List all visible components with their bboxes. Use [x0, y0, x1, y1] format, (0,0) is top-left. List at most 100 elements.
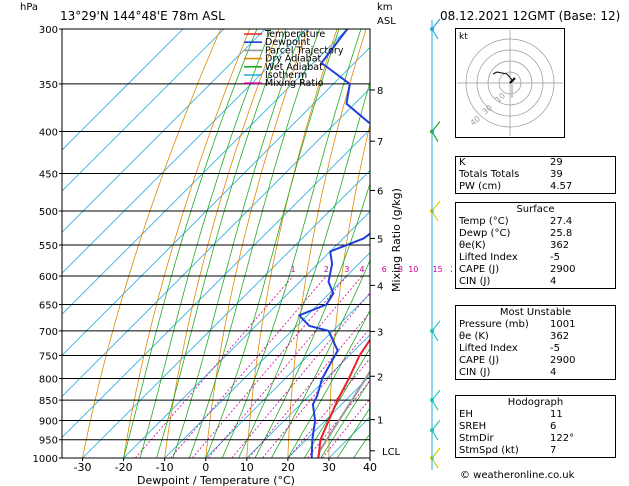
- index-label: PW (cm): [459, 181, 502, 192]
- mixing-ratio-axis-label: Mixing Ratio (g/kg): [390, 188, 403, 292]
- pressure-tick-label: 300: [39, 25, 58, 36]
- mixing-ratio-line: [170, 275, 327, 458]
- index-row: PW (cm) 4.57: [456, 181, 615, 193]
- index-value: 39: [550, 169, 563, 180]
- surface-panel: Surface Temp (°C) 27.4 Dewp (°C) 25.8 θe(K) 3…: [455, 202, 616, 289]
- hodograph-kt-label: kt: [459, 32, 468, 42]
- asl-label: ASL: [377, 16, 396, 27]
- mixing-ratio-line: [288, 357, 370, 458]
- mixing-ratio-label: 8: [398, 265, 403, 274]
- surface-row: CIN (J) 4: [456, 276, 615, 288]
- wind-barb: [431, 389, 441, 401]
- km-tick-label: 4: [377, 281, 383, 292]
- surface-value: 362: [550, 240, 570, 251]
- pressure-tick-label: 350: [39, 80, 58, 91]
- hodograph-row: StmDir 122°: [456, 433, 615, 445]
- dry-adiabat-line: [123, 29, 251, 458]
- temperature-tick-label: 30: [322, 461, 336, 474]
- mixing-ratio-label: 4: [359, 265, 364, 274]
- surface-value: 2900: [550, 264, 576, 275]
- hodograph-row: EH 11: [456, 409, 615, 421]
- surface-title: Surface: [516, 204, 555, 215]
- most-unstable-row: CIN (J) 4: [456, 367, 615, 379]
- pressure-tick-label: 500: [39, 207, 58, 218]
- temperature-tick-label: 10: [240, 461, 254, 474]
- pressure-tick-label: 550: [39, 241, 58, 252]
- wet-adiabat-line: [123, 29, 258, 458]
- pressure-tick-label: 900: [39, 416, 58, 427]
- mixing-ratio-label: 20: [450, 265, 452, 274]
- surface-row: Lifted Index -5: [456, 252, 615, 264]
- dry-adiabat-line: [409, 29, 453, 458]
- surface-row: θe(K) 362: [456, 240, 615, 252]
- indices-panel: K 29 Totals Totals 39 PW (cm) 4.57: [455, 156, 616, 194]
- isotherm-line: [62, 29, 266, 233]
- lcl-label: LCL: [382, 447, 401, 458]
- mixing-ratio-label: 3: [344, 265, 349, 274]
- pressure-tick-label: 750: [39, 351, 58, 362]
- legend-label: Wet Adiabat: [265, 62, 323, 73]
- isotherm-line: [205, 293, 370, 458]
- legend-label: Isotherm: [265, 70, 307, 81]
- km-tick-label: 1: [377, 416, 383, 427]
- temperature-tick-label: 40: [363, 461, 377, 474]
- plot-area: [62, 29, 453, 458]
- legend-label: Temperature: [264, 29, 325, 40]
- hodograph-value: 7: [550, 445, 557, 456]
- footer-credit: © weatheronline.co.uk: [460, 470, 575, 481]
- most-unstable-label: Lifted Index: [459, 343, 518, 354]
- most-unstable-title: Most Unstable: [499, 307, 572, 318]
- legend-label: Dry Adiabat: [265, 54, 322, 65]
- pressure-tick-label: 450: [39, 169, 58, 180]
- most-unstable-label: Pressure (mb): [459, 319, 529, 330]
- hpa-label: hPa: [20, 2, 39, 13]
- mixing-ratio-label: 2: [324, 265, 329, 274]
- pressure-tick-label: 800: [39, 374, 58, 385]
- wet-adiabat-line: [320, 379, 370, 458]
- surface-label: CIN (J): [459, 276, 491, 287]
- wind-barb: [431, 419, 441, 431]
- most-unstable-row: Pressure (mb) 1001: [456, 319, 615, 331]
- hodograph-panel: Hodograph EH 11 SREH 6 StmDir 122° StmSpd (kt)…: [455, 395, 616, 458]
- wet-adiabat-line: [188, 29, 320, 458]
- pressure-tick-label: 950: [39, 436, 58, 447]
- surface-label: Lifted Index: [459, 252, 518, 263]
- wet-adiabat-line: [336, 407, 370, 458]
- surface-value: 25.8: [550, 228, 573, 239]
- surface-value: 4: [550, 276, 557, 287]
- isotherm-line: [287, 375, 370, 458]
- surface-value: -5: [550, 252, 560, 263]
- km-tick-label: 8: [377, 86, 383, 97]
- wind-barb: [431, 200, 441, 212]
- km-tick-label: 7: [377, 137, 383, 148]
- hodograph-row: StmSpd (kt) 7: [456, 445, 615, 457]
- isotherm-line: [164, 252, 370, 458]
- temperature-tick-label: 20: [281, 461, 295, 474]
- hodograph-value: 122°: [550, 433, 575, 444]
- dry-adiabat-line: [164, 29, 280, 458]
- dry-adiabat-line: [328, 122, 370, 458]
- mixing-ratio-line: [207, 275, 363, 458]
- hodograph-label: EH: [459, 409, 473, 420]
- most-unstable-value: 4: [550, 367, 557, 378]
- isotherm-line: [62, 29, 307, 274]
- isotherm-line: [62, 128, 370, 439]
- index-label: K: [459, 157, 466, 168]
- plot-frame: [61, 28, 371, 459]
- mixing-ratio-label: 1: [291, 265, 296, 274]
- most-unstable-label: CAPE (J): [459, 355, 500, 366]
- mixing-ratio-label: 15: [432, 265, 442, 274]
- pressure-tick-label: 400: [39, 128, 58, 139]
- dewpoint-line: [298, 29, 370, 458]
- dry-adiabat-line: [205, 29, 309, 458]
- km-tick-label: 2: [377, 372, 383, 383]
- most-unstable-value: 362: [550, 331, 570, 342]
- surface-row: Dewp (°C) 25.8: [456, 228, 615, 240]
- hodograph-label: SREH: [459, 421, 487, 432]
- surface-row: CAPE (J) 2900: [456, 264, 615, 276]
- isotherm-line: [246, 334, 370, 458]
- wet-adiabat-line: [156, 29, 287, 458]
- index-value: 29: [550, 157, 563, 168]
- pressure-tick-label: 850: [39, 396, 58, 407]
